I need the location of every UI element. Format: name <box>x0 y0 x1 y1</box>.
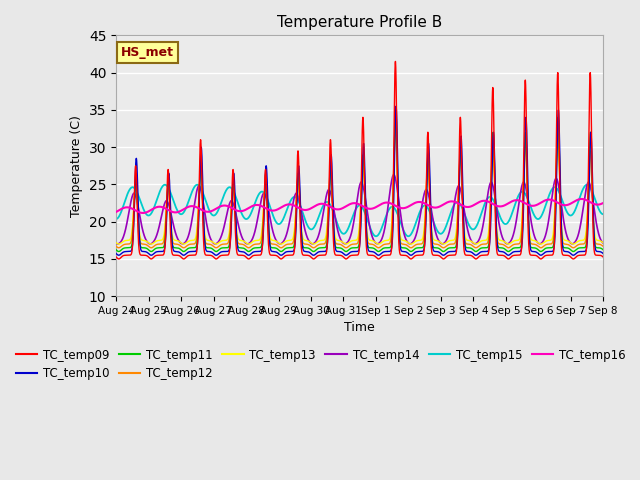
TC_temp09 <box>489 84 497 90</box>
TC_temp10 <box>112 251 120 256</box>
TC_temp16 <box>164 207 172 213</box>
Line: TC_temp11: TC_temp11 <box>116 110 604 252</box>
TC_temp12 <box>600 243 607 249</box>
TC_temp11 <box>392 107 399 113</box>
TC_temp09 <box>392 59 399 64</box>
TC_temp16 <box>489 201 497 207</box>
TC_temp14 <box>348 231 355 237</box>
TC_temp09 <box>348 252 355 258</box>
TC_temp12 <box>112 243 120 249</box>
TC_temp13 <box>276 241 284 247</box>
TC_temp10 <box>600 251 607 256</box>
TC_temp10 <box>450 249 458 254</box>
TC_temp12 <box>489 144 497 150</box>
TC_temp16 <box>112 209 120 215</box>
TC_temp16 <box>578 196 586 202</box>
TC_temp14 <box>600 240 607 246</box>
TC_temp15 <box>276 221 284 227</box>
X-axis label: Time: Time <box>344 322 375 335</box>
TC_temp11 <box>171 245 179 251</box>
TC_temp14 <box>450 203 458 209</box>
TC_temp12 <box>348 242 355 248</box>
TC_temp10 <box>489 138 497 144</box>
TC_temp15 <box>161 182 169 188</box>
Line: TC_temp10: TC_temp10 <box>116 106 604 255</box>
TC_temp11 <box>115 249 123 254</box>
TC_temp12 <box>276 244 284 250</box>
Line: TC_temp15: TC_temp15 <box>116 185 604 236</box>
Line: TC_temp09: TC_temp09 <box>116 61 604 259</box>
TC_temp12 <box>392 122 399 128</box>
TC_temp13 <box>450 237 458 243</box>
TC_temp11 <box>450 245 458 251</box>
TC_temp11 <box>276 248 284 254</box>
TC_temp14 <box>147 241 154 247</box>
TC_temp09 <box>115 256 123 262</box>
TC_temp15 <box>171 202 179 208</box>
TC_temp13 <box>112 240 120 246</box>
TC_temp13 <box>392 129 399 135</box>
TC_temp15 <box>372 233 380 239</box>
TC_temp10 <box>164 180 172 186</box>
TC_temp15 <box>489 196 497 202</box>
TC_temp10 <box>392 103 400 109</box>
TC_temp11 <box>348 245 355 251</box>
TC_temp16 <box>600 200 607 206</box>
TC_temp10 <box>171 249 179 254</box>
Legend: TC_temp09, TC_temp10, TC_temp11, TC_temp12, TC_temp13, TC_temp14, TC_temp15, TC_: TC_temp09, TC_temp10, TC_temp11, TC_temp… <box>12 344 630 385</box>
TC_temp14 <box>171 228 179 234</box>
TC_temp14 <box>489 182 497 188</box>
TC_temp12 <box>171 241 179 247</box>
Line: TC_temp13: TC_temp13 <box>116 132 604 244</box>
TC_temp14 <box>390 172 397 178</box>
TC_temp14 <box>276 241 284 247</box>
TC_temp12 <box>115 245 123 251</box>
TC_temp11 <box>489 132 497 137</box>
TC_temp14 <box>164 200 172 205</box>
TC_temp09 <box>450 252 458 258</box>
TC_temp13 <box>348 238 355 244</box>
TC_temp15 <box>112 216 120 222</box>
TC_temp16 <box>171 209 179 215</box>
TC_temp14 <box>112 240 120 246</box>
TC_temp12 <box>164 182 172 188</box>
TC_temp10 <box>115 252 123 258</box>
TC_temp10 <box>348 249 355 255</box>
TC_temp13 <box>489 148 497 154</box>
TC_temp16 <box>139 210 147 216</box>
Line: TC_temp16: TC_temp16 <box>116 199 604 213</box>
Line: TC_temp14: TC_temp14 <box>116 175 604 244</box>
Line: TC_temp12: TC_temp12 <box>116 125 604 248</box>
TC_temp09 <box>112 254 120 260</box>
TC_temp09 <box>164 168 172 173</box>
TC_temp13 <box>600 240 607 246</box>
TC_temp15 <box>348 218 355 224</box>
TC_temp13 <box>147 241 155 247</box>
TC_temp15 <box>600 211 607 217</box>
TC_temp16 <box>450 199 458 204</box>
TC_temp15 <box>450 202 458 208</box>
TC_temp16 <box>276 205 284 211</box>
Text: HS_met: HS_met <box>121 46 174 59</box>
TC_temp13 <box>164 186 172 192</box>
TC_temp11 <box>164 181 172 187</box>
TC_temp09 <box>600 254 607 260</box>
TC_temp09 <box>276 255 284 261</box>
TC_temp09 <box>171 252 179 258</box>
TC_temp13 <box>171 238 179 243</box>
TC_temp11 <box>600 247 607 253</box>
TC_temp12 <box>450 241 458 247</box>
TC_temp16 <box>348 201 355 206</box>
Title: Temperature Profile B: Temperature Profile B <box>277 15 442 30</box>
TC_temp10 <box>276 252 284 258</box>
TC_temp11 <box>112 247 120 253</box>
Y-axis label: Temperature (C): Temperature (C) <box>70 115 83 216</box>
TC_temp15 <box>164 184 172 190</box>
